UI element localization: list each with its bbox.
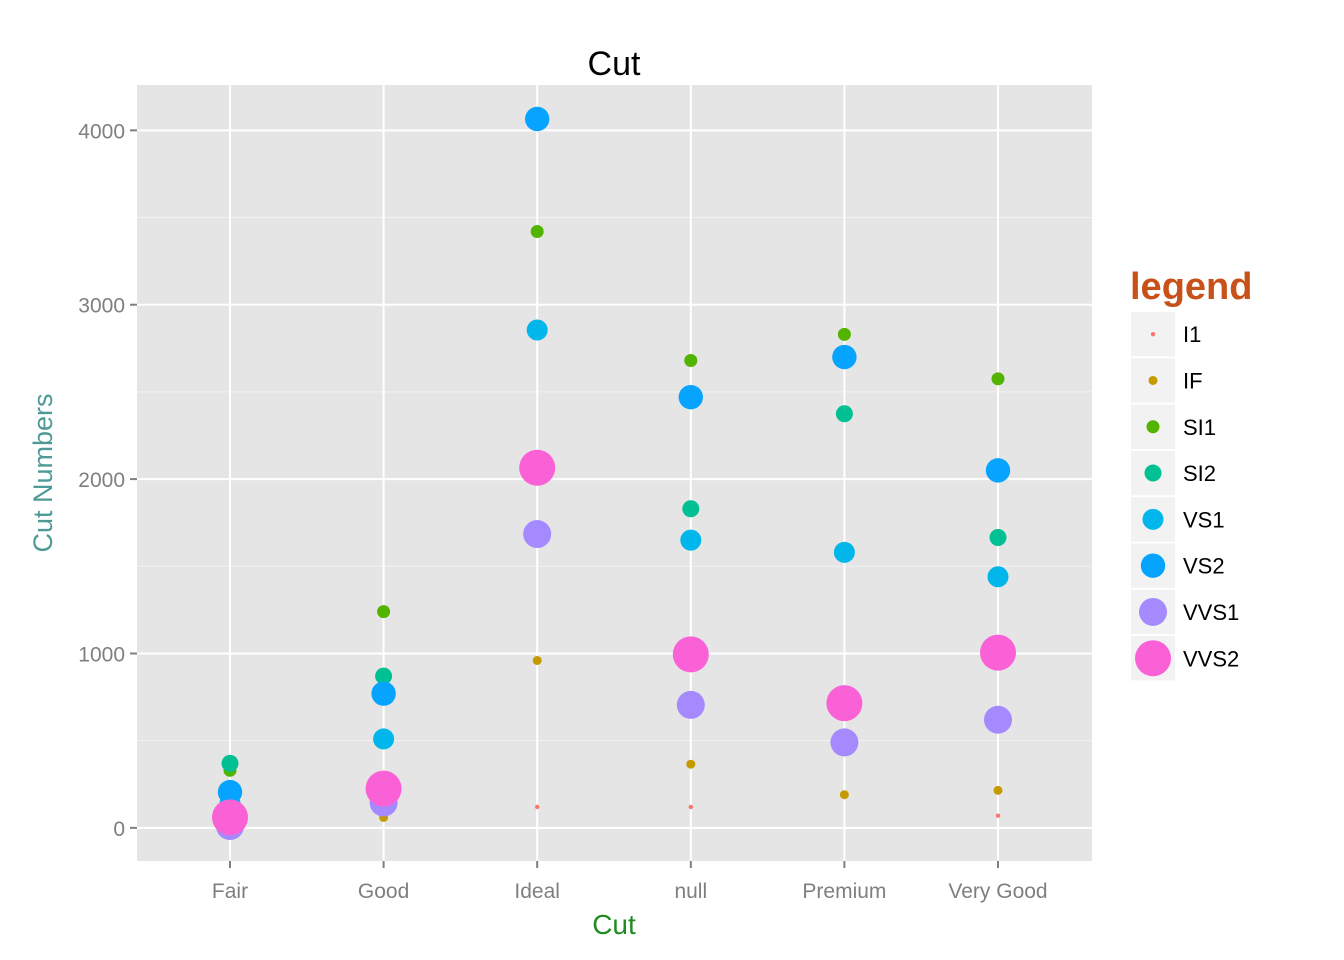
point-if	[686, 759, 696, 769]
point-vs2	[525, 106, 550, 132]
point-vvs1	[523, 520, 552, 549]
legend: legend I1 IF SI1 SI2 VS1 VS2 VVS1 VVS2	[1130, 266, 1252, 681]
point-i1	[535, 804, 540, 810]
legend-key-si2	[1144, 464, 1162, 482]
point-vvs2	[365, 770, 402, 807]
legend-label: SI1	[1183, 415, 1216, 440]
point-vs2	[985, 458, 1011, 483]
point-vvs1	[676, 690, 705, 719]
point-si1	[991, 372, 1005, 386]
point-vs1	[526, 319, 548, 341]
y-tick-label: 4000	[78, 120, 125, 143]
point-vs1	[373, 728, 395, 750]
chart-title: Cut	[588, 45, 641, 83]
point-vvs1	[984, 705, 1012, 734]
legend-key-if	[1148, 375, 1158, 385]
point-si1	[837, 327, 851, 341]
point-si2	[682, 500, 700, 518]
plot-panel	[137, 85, 1092, 861]
y-tick-label: 0	[113, 818, 125, 841]
point-si1	[530, 224, 544, 238]
y-axis-ticks: 0 1000 2000 3000 4000	[78, 120, 137, 841]
legend-label: I1	[1183, 322, 1201, 347]
point-si1	[684, 354, 698, 368]
legend-key-i1	[1150, 331, 1156, 337]
x-tick-label: Very Good	[948, 880, 1047, 903]
legend-title: legend	[1130, 266, 1252, 308]
x-tick-label: null	[674, 880, 707, 903]
legend-key-vvs1	[1139, 597, 1167, 626]
point-vs1	[680, 529, 702, 551]
y-tick-label: 3000	[78, 295, 125, 318]
x-tick-label: Premium	[802, 880, 886, 903]
legend-label: IF	[1183, 368, 1203, 393]
point-vs2	[371, 681, 396, 706]
point-vvs2	[519, 449, 556, 486]
x-axis-label: Cut	[592, 909, 636, 940]
y-tick-label: 2000	[78, 469, 125, 492]
point-si2	[221, 754, 239, 772]
point-si2	[375, 667, 393, 685]
y-axis-label: Cut Numbers	[28, 393, 58, 552]
legend-label: VS2	[1183, 554, 1225, 579]
point-vvs2	[212, 799, 248, 836]
point-si2	[989, 529, 1007, 547]
x-tick-label: Good	[358, 880, 409, 903]
data-points	[212, 106, 1016, 841]
point-if	[532, 655, 542, 665]
legend-key-si1	[1146, 420, 1160, 434]
panel-background	[137, 85, 1092, 861]
legend-key-vvs2	[1135, 640, 1171, 677]
point-vvs2	[826, 685, 863, 722]
x-axis-ticks: Fair Good Ideal null Premium Very Good	[212, 861, 1048, 903]
point-vs2	[217, 779, 243, 805]
point-vvs1	[830, 728, 859, 757]
point-si2	[835, 405, 853, 423]
point-vs2	[678, 384, 703, 410]
point-vs2	[832, 344, 857, 370]
legend-label: VVS1	[1183, 600, 1239, 625]
x-tick-label: Ideal	[514, 880, 560, 903]
point-si1	[377, 605, 391, 619]
point-vvs2	[672, 636, 709, 673]
x-tick-label: Fair	[212, 880, 248, 903]
point-i1	[688, 804, 693, 810]
legend-key-vs1	[1142, 508, 1164, 530]
legend-label: VS1	[1183, 507, 1225, 532]
legend-label: VVS2	[1183, 646, 1239, 671]
point-if	[993, 785, 1003, 795]
legend-key-vs2	[1140, 553, 1166, 578]
point-vs1	[833, 541, 855, 563]
point-if	[839, 790, 849, 800]
y-tick-label: 1000	[78, 643, 125, 666]
point-i1	[995, 813, 1001, 818]
point-vvs2	[980, 634, 1016, 671]
legend-label: SI2	[1183, 461, 1216, 486]
point-vs1	[987, 566, 1009, 588]
